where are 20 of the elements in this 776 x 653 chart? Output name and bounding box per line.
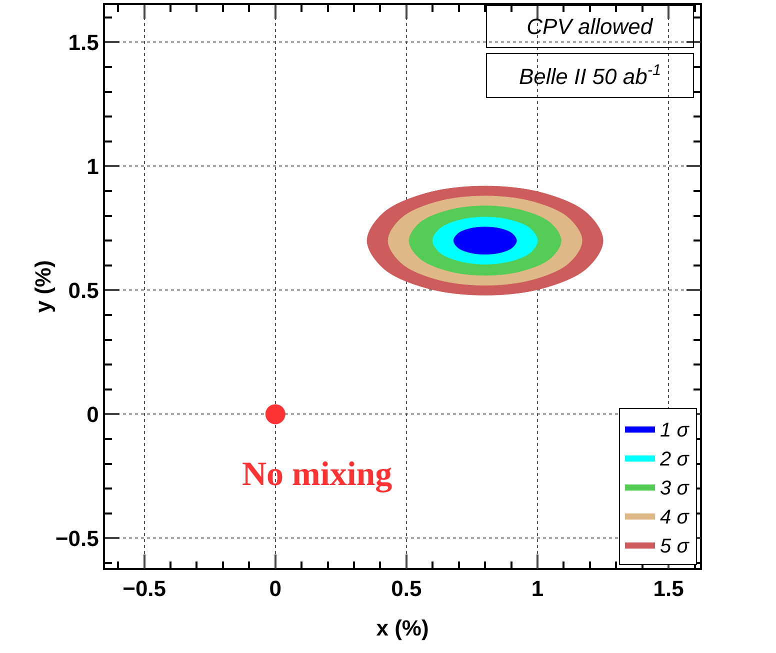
y-tick-label: 1.5 (68, 30, 99, 55)
annotation: Belle II 50 ab$^{-1}$ (518, 62, 662, 90)
y-tick-label: −0.5 (55, 526, 99, 551)
x-axis-title: x (%) (376, 616, 429, 641)
x-tick-label: 0.5 (391, 576, 422, 602)
legend-label: 2 σ (659, 448, 690, 470)
series-label: No mixing (242, 456, 392, 493)
x-tick-label: 0 (269, 576, 282, 602)
legend-label: 1 σ (660, 419, 690, 442)
legend-label: 3 σ (660, 477, 690, 500)
y-tick-label: 0 (86, 402, 99, 427)
legend-label: 5 σ (660, 535, 690, 558)
y-tick-label: 0.5 (68, 278, 99, 303)
x-tick-label: 1.5 (653, 576, 684, 602)
y-tick-label: 1 (86, 154, 99, 179)
y-axis-title: y (%) (30, 260, 56, 313)
annotation: CPV allowed (526, 14, 654, 39)
x-tick-label: −0.5 (122, 576, 166, 602)
x-tick-label: 1 (531, 576, 544, 602)
legend-label: 4 σ (660, 506, 690, 528)
